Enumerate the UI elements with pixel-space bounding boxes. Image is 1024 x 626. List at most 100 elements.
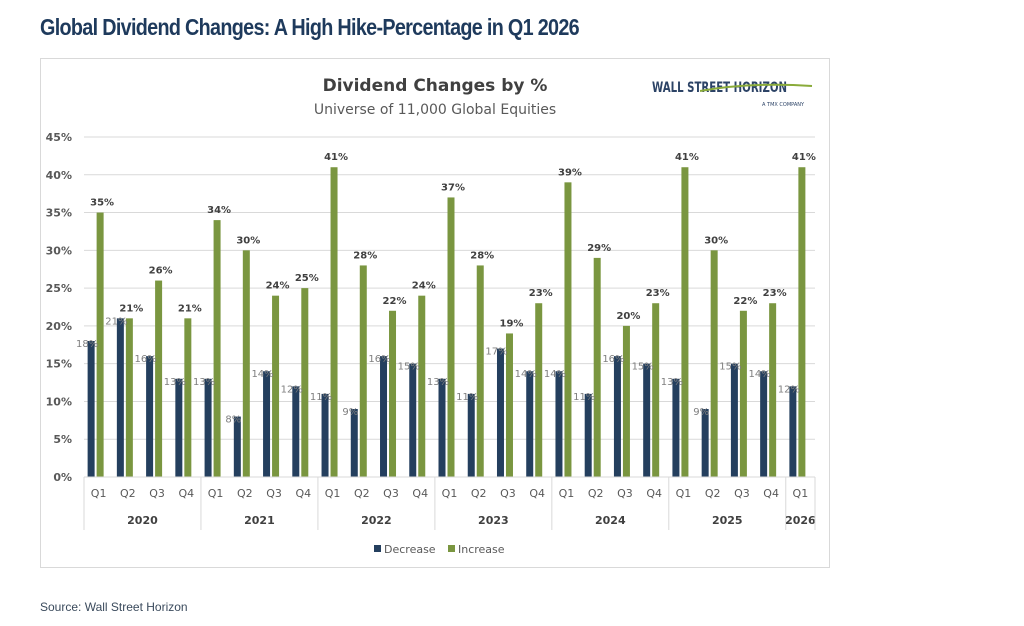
y-tick-label: 0% — [53, 471, 72, 484]
bar-increase — [359, 265, 367, 477]
data-label-decrease: 13% — [193, 377, 215, 388]
data-label-increase: 22% — [383, 296, 407, 307]
bar-decrease — [380, 356, 388, 477]
x-tick-label: Q3 — [383, 487, 399, 500]
bar-increase — [593, 257, 601, 477]
x-tick-label: Q2 — [120, 487, 136, 500]
data-label-increase: 22% — [733, 296, 757, 307]
year-label: 2025 — [712, 514, 743, 527]
y-tick-label: 40% — [46, 169, 72, 182]
y-tick-label: 15% — [46, 358, 72, 371]
data-label-decrease: 15% — [398, 362, 420, 373]
x-tick-label: Q4 — [412, 487, 428, 500]
data-label-decrease: 8% — [225, 415, 241, 426]
data-label-increase: 41% — [324, 152, 348, 163]
x-tick-label: Q2 — [588, 487, 604, 500]
data-label-decrease: 16% — [602, 354, 624, 365]
bar-increase — [710, 250, 718, 477]
bar-increase — [622, 325, 630, 477]
x-tick-label: Q1 — [325, 487, 341, 500]
y-tick-label: 20% — [46, 320, 72, 333]
x-tick-label: Q4 — [763, 487, 779, 500]
logo-subtext: A TMX COMPANY — [762, 102, 805, 108]
year-label: 2023 — [478, 514, 509, 527]
x-tick-label: Q3 — [266, 487, 282, 500]
x-tick-label: Q4 — [529, 487, 545, 500]
x-tick-label: Q1 — [559, 487, 575, 500]
data-label-increase: 19% — [500, 318, 524, 329]
data-label-decrease: 13% — [661, 377, 683, 388]
y-tick-label: 25% — [46, 282, 72, 295]
bar-increase — [155, 280, 163, 477]
bar-decrease — [467, 393, 475, 477]
x-tick-label: Q4 — [646, 487, 662, 500]
year-label: 2021 — [244, 514, 275, 527]
bar-decrease — [350, 409, 358, 477]
bar-increase — [476, 265, 484, 477]
data-label-decrease: 9% — [693, 407, 709, 418]
bar-decrease — [116, 318, 124, 477]
data-label-increase: 41% — [792, 152, 816, 163]
bar-decrease — [555, 371, 563, 477]
data-label-decrease: 14% — [515, 369, 537, 380]
data-label-increase: 39% — [558, 167, 582, 178]
chart-title: Dividend Changes by % — [323, 76, 548, 96]
bar-decrease — [643, 363, 651, 477]
bar-decrease — [760, 371, 768, 477]
bar-increase — [652, 303, 660, 477]
bar-decrease — [789, 386, 797, 477]
data-label-increase: 28% — [353, 250, 377, 261]
data-label-decrease: 13% — [427, 377, 449, 388]
bar-decrease — [496, 348, 504, 477]
bar-decrease — [409, 363, 417, 477]
chart-subtitle: Universe of 11,000 Global Equities — [314, 102, 556, 118]
year-label: 2026 — [785, 514, 816, 527]
bar-increase — [125, 318, 133, 477]
data-label-decrease: 18% — [76, 339, 98, 350]
chart-container — [40, 58, 830, 568]
bar-decrease — [584, 393, 592, 477]
data-label-increase: 23% — [763, 288, 787, 299]
x-tick-label: Q3 — [149, 487, 165, 500]
bar-increase — [681, 167, 689, 477]
data-label-increase: 29% — [587, 243, 611, 254]
bar-increase — [184, 318, 192, 477]
bar-increase — [564, 182, 572, 478]
bar-increase — [272, 295, 280, 477]
bar-increase — [739, 310, 747, 477]
data-label-increase: 21% — [178, 303, 202, 314]
data-label-decrease: 11% — [456, 392, 478, 403]
legend: Decrease Increase — [374, 543, 505, 556]
data-label-decrease: 11% — [310, 392, 332, 403]
bar-decrease — [233, 416, 241, 477]
data-label-increase: 21% — [119, 303, 143, 314]
data-label-decrease: 17% — [485, 347, 507, 358]
bar-decrease — [730, 363, 738, 477]
data-label-increase: 37% — [441, 182, 465, 193]
data-label-increase: 30% — [704, 235, 728, 246]
data-label-increase: 23% — [529, 288, 553, 299]
bar-decrease — [175, 378, 183, 477]
data-label-decrease: 14% — [544, 369, 566, 380]
source-note: Source: Wall Street Horizon — [40, 600, 188, 614]
x-tick-label: Q1 — [208, 487, 224, 500]
bar-decrease — [292, 386, 300, 477]
page-title: Global Dividend Changes: A High Hike-Per… — [40, 14, 580, 40]
data-label-decrease: 16% — [134, 354, 156, 365]
data-label-decrease: 21% — [105, 316, 127, 327]
x-tick-label: Q1 — [91, 487, 107, 500]
y-tick-label: 5% — [53, 433, 72, 446]
bar-decrease — [526, 371, 534, 477]
legend-swatch-increase — [448, 545, 455, 552]
bar-increase — [213, 220, 221, 477]
data-label-increase: 34% — [207, 205, 231, 216]
y-tick-label: 30% — [46, 244, 72, 257]
bar-increase — [798, 167, 806, 477]
data-label-increase: 41% — [675, 152, 699, 163]
data-label-decrease: 14% — [251, 369, 273, 380]
bar-decrease — [438, 378, 446, 477]
x-tick-label: Q1 — [676, 487, 692, 500]
legend-swatch-decrease — [374, 545, 381, 552]
data-label-decrease: 13% — [164, 377, 186, 388]
data-label-decrease: 15% — [632, 362, 654, 373]
